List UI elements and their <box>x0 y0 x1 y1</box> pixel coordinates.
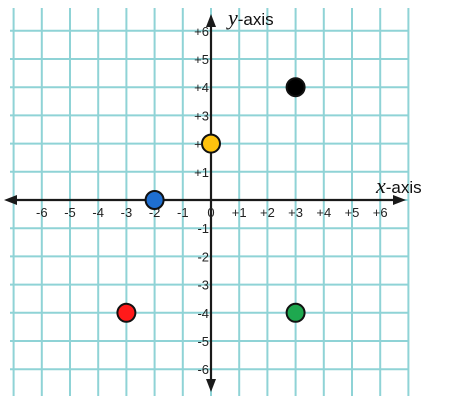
y-tick-label: +5 <box>194 52 209 67</box>
x-tick-label: -1 <box>177 205 189 220</box>
y-tick-label: +1 <box>194 165 209 180</box>
y-tick-label: +4 <box>194 80 209 95</box>
x-tick-label: +5 <box>345 205 360 220</box>
data-point <box>285 302 306 323</box>
x-tick-label: +6 <box>373 205 388 220</box>
x-axis-left-arrow <box>4 195 17 205</box>
y-tick-label: +3 <box>194 108 209 123</box>
data-point <box>116 302 137 323</box>
y-axis-title-variable: y <box>226 5 238 30</box>
y-axis-title: y-axis <box>226 5 274 30</box>
x-tick-label: +1 <box>232 205 247 220</box>
y-tick-label: -6 <box>197 362 209 377</box>
x-axis-title: x-axis <box>375 173 422 198</box>
x-tick-label: -2 <box>149 205 161 220</box>
x-tick-label: +3 <box>288 205 303 220</box>
x-tick-label: +4 <box>316 205 331 220</box>
data-points <box>116 77 306 323</box>
y-axis-title-suffix: -axis <box>238 10 274 29</box>
y-tick-label: -3 <box>197 278 209 293</box>
y-tick-label: -1 <box>197 221 209 236</box>
y-tick-label: -2 <box>197 249 209 264</box>
y-tick-label: -4 <box>197 306 209 321</box>
data-point <box>201 133 221 154</box>
x-tick-label: -3 <box>121 205 133 220</box>
data-point <box>144 190 165 210</box>
axes <box>4 14 406 392</box>
x-tick-label: 0 <box>207 205 214 220</box>
y-tick-label: -5 <box>197 334 209 349</box>
x-axis-title-variable: x <box>375 173 386 198</box>
x-tick-label: -6 <box>36 205 48 220</box>
x-tick-label: -5 <box>64 205 76 220</box>
y-axis-top-arrow <box>206 14 216 27</box>
y-tick-label: +6 <box>194 24 209 39</box>
x-axis-right-arrow <box>393 195 406 205</box>
y-axis-bottom-arrow <box>206 379 216 392</box>
tick-labels: -6-5-4-3-2-10+1+2+3+4+5+6+1+2+3+4+5+6-1-… <box>36 24 388 377</box>
grid <box>10 8 410 396</box>
x-axis-title-suffix: -axis <box>386 178 422 197</box>
data-point <box>285 77 306 98</box>
x-tick-label: -4 <box>92 205 104 220</box>
x-tick-label: +2 <box>260 205 275 220</box>
